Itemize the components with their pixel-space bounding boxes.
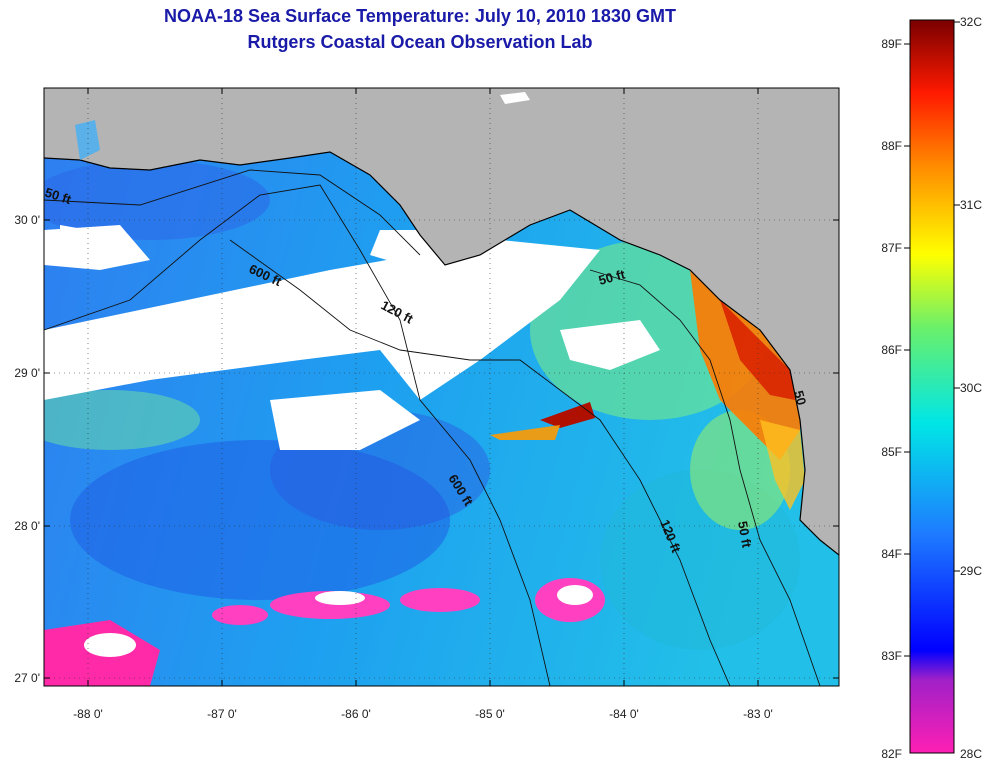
lon-tick-label: -86 0' xyxy=(341,707,371,721)
colorbar-ticks xyxy=(904,21,960,657)
colorbar-f-label: 89F xyxy=(881,37,902,51)
lon-tick-label: -85 0' xyxy=(475,707,505,721)
contour-120ft xyxy=(229,239,731,686)
contour-label: 50 xyxy=(791,389,809,407)
colorbar xyxy=(909,19,955,754)
colorbar-c-label: 28C xyxy=(960,747,982,761)
contour-600ft xyxy=(44,184,551,686)
contour-label: 50 ft xyxy=(735,520,755,550)
map-subtitle: Rutgers Coastal Ocean Observation Lab xyxy=(247,32,593,52)
lon-tick-label: -88 0' xyxy=(73,707,103,721)
colorbar-c-label: 32C xyxy=(960,15,982,29)
axis-ticks xyxy=(44,88,839,686)
lat-tick-label: 29 0' xyxy=(14,366,40,380)
land-mass xyxy=(44,88,839,555)
colorbar-f-label: 82F xyxy=(881,747,902,761)
contour-label: 50 ft xyxy=(597,266,627,288)
map-frame xyxy=(43,87,840,687)
lat-tick-label: 27 0' xyxy=(14,671,40,685)
colorbar-f-label: 84F xyxy=(881,547,902,561)
lat-tick-label: 30 0' xyxy=(14,213,40,227)
lat-tick-label: 28 0' xyxy=(14,519,40,533)
colorbar-f-label: 85F xyxy=(881,445,902,459)
lon-tick-label: -87 0' xyxy=(207,707,237,721)
contour-50ft-west xyxy=(44,169,421,256)
map-area xyxy=(44,88,839,686)
map-title: NOAA-18 Sea Surface Temperature: July 10… xyxy=(164,6,676,26)
lon-tick-label: -83 0' xyxy=(743,707,773,721)
colorbar-f-label: 88F xyxy=(881,139,902,153)
colorbar-c-label: 30C xyxy=(960,381,982,395)
colorbar-f-label: 87F xyxy=(881,241,902,255)
colorbar-c-label: 29C xyxy=(960,564,982,578)
contour-50ft-east xyxy=(589,269,821,686)
lon-tick-label: -84 0' xyxy=(609,707,639,721)
colorbar-f-label: 83F xyxy=(881,649,902,663)
coastline xyxy=(44,151,839,556)
colorbar-f-label: 86F xyxy=(881,343,902,357)
colorbar-c-label: 31C xyxy=(960,198,982,212)
